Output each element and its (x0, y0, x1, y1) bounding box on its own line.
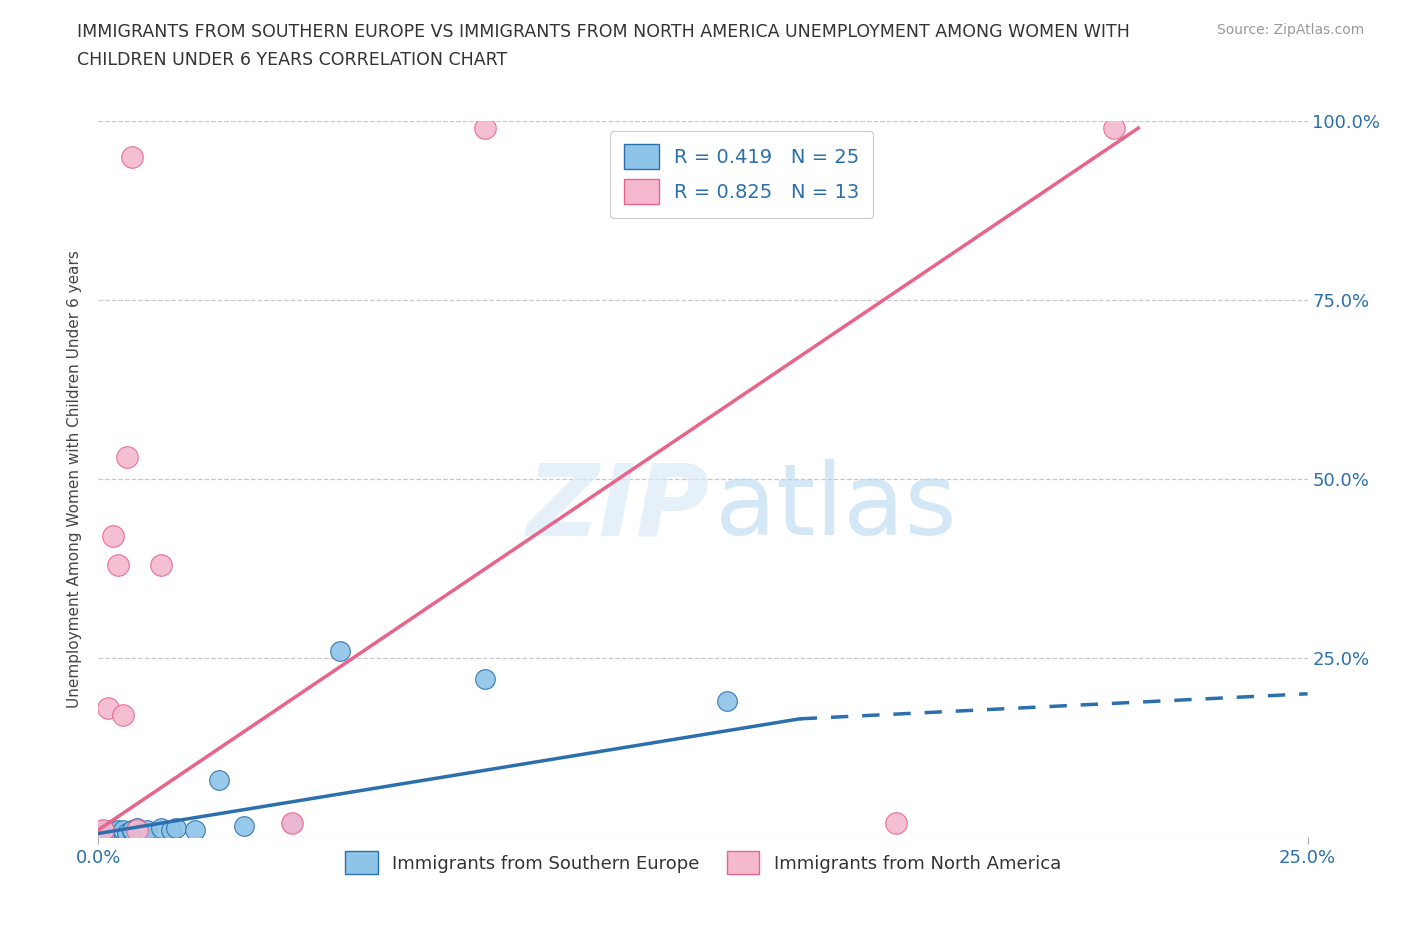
Point (886, 816, 908, 830)
Point (121, 150, 143, 165)
Point (131, 826, 153, 841)
Point (1102, 121, 1125, 136)
Point (281, 816, 304, 830)
Point (150, 821, 173, 836)
Point (111, 822, 134, 837)
Point (127, 821, 149, 836)
Point (101, 826, 124, 841)
Point (101, 824, 124, 839)
Y-axis label: Unemployment Among Women with Children Under 6 years: Unemployment Among Women with Children U… (67, 250, 83, 708)
Point (107, 826, 129, 841)
Point (121, 822, 143, 837)
Point (97, 700, 120, 715)
Point (150, 557, 173, 572)
Point (184, 822, 207, 837)
Text: ZIP: ZIP (527, 459, 710, 556)
Point (329, 644, 352, 658)
Text: Source: ZipAtlas.com: Source: ZipAtlas.com (1216, 23, 1364, 37)
Point (135, 822, 157, 837)
Point (91, 826, 114, 841)
Point (97, 822, 120, 837)
Text: CHILDREN UNDER 6 YEARS CORRELATION CHART: CHILDREN UNDER 6 YEARS CORRELATION CHART (77, 51, 508, 69)
Point (107, 822, 129, 837)
Point (232, 818, 254, 833)
Point (474, 672, 496, 687)
Point (165, 821, 187, 836)
Text: IMMIGRANTS FROM SOUTHERN EUROPE VS IMMIGRANTS FROM NORTH AMERICA UNEMPLOYMENT AM: IMMIGRANTS FROM SOUTHERN EUROPE VS IMMIG… (77, 23, 1130, 41)
Point (117, 826, 139, 841)
Point (111, 708, 134, 723)
Point (107, 557, 129, 572)
Point (281, 816, 304, 830)
Point (208, 772, 231, 787)
Point (127, 822, 149, 837)
Point (474, 121, 496, 136)
Point (121, 824, 143, 839)
Point (101, 529, 124, 544)
Legend: Immigrants from Southern Europe, Immigrants from North America: Immigrants from Southern Europe, Immigra… (337, 844, 1069, 882)
Point (91, 822, 114, 837)
Point (111, 826, 134, 841)
Point (160, 822, 183, 837)
Point (91, 822, 114, 837)
Point (716, 694, 738, 709)
Text: atlas: atlas (716, 459, 957, 556)
Point (117, 450, 139, 465)
